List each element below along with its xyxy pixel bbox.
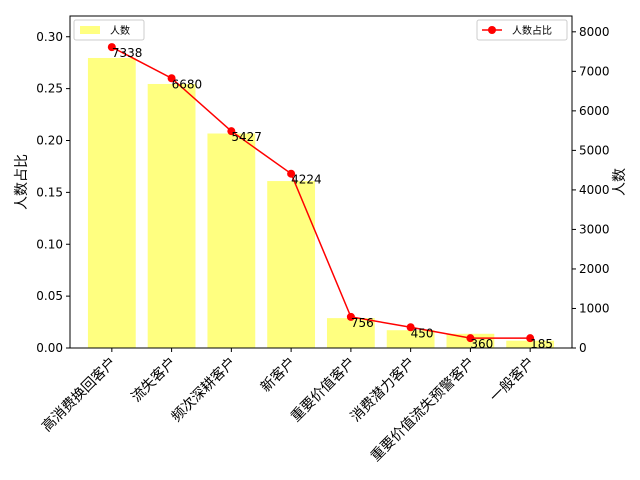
left-y-tick-label: 0.05 [36,289,63,303]
left-y-axis: 0.00 0.05 0.10 0.15 0.20 0.25 0.30 [36,30,70,355]
data-label: 756 [351,316,374,330]
right-y-axis: 0 1000 2000 3000 4000 5000 6000 7000 8000 [572,25,610,355]
legend-line-label: 人数占比 [512,24,552,37]
left-y-tick-label: 0.15 [36,185,63,199]
right-y-tick-label: 6000 [579,104,610,118]
plot-frame [69,15,573,349]
left-y-tick-label: 0.20 [36,134,63,148]
line-point [526,334,535,343]
left-y-tick-label: 0.25 [36,82,63,96]
left-y-tick-label: 0.30 [36,30,63,44]
line-series [107,43,535,343]
legend-bar-label: 人数 [110,24,130,37]
data-label: 4224 [291,173,322,187]
bar [386,330,435,348]
right-y-tick-label: 7000 [579,64,610,78]
right-y-axis-label: 人数 [612,168,628,196]
right-y-tick-label: 3000 [579,222,610,236]
bar [147,83,196,348]
legend-left-box [73,19,145,41]
left-y-axis-label: 人数占比 [14,154,30,210]
data-label: 450 [411,326,434,340]
right-y-tick-label: 1000 [579,301,610,315]
line-point [346,312,355,321]
legend-bar-swatch [80,26,100,34]
right-y-tick-label: 5000 [579,143,610,157]
line-point [227,127,236,136]
data-labels: 7338 6680 5427 4224 756 450 360 185 [112,46,553,351]
line-path [111,46,531,339]
line-point [406,323,415,332]
bar [506,340,555,348]
data-label: 360 [470,337,493,351]
right-y-tick-label: 0 [579,341,587,355]
right-y-tick-label: 2000 [579,262,610,276]
data-label: 5427 [231,130,262,144]
bar [87,57,136,349]
left-y-tick-label: 0.10 [36,237,63,251]
legend-left: 人数 [73,19,145,41]
bar-series [87,57,555,349]
data-label: 7338 [112,46,143,60]
line-point [107,43,116,52]
right-y-tick-label: 8000 [579,25,610,39]
bar [326,318,375,348]
legend-line-marker [488,26,496,34]
right-y-tick-label: 4000 [579,183,610,197]
bar [267,181,316,348]
legend-right: 人数占比 [476,19,568,41]
legend-right-box [476,19,568,41]
line-point [287,169,296,178]
data-label: 6680 [172,77,203,91]
line-point [466,334,475,343]
bar [207,133,256,348]
data-label: 185 [530,337,553,351]
left-y-tick-label: 0.00 [36,341,63,355]
line-point [167,74,176,83]
